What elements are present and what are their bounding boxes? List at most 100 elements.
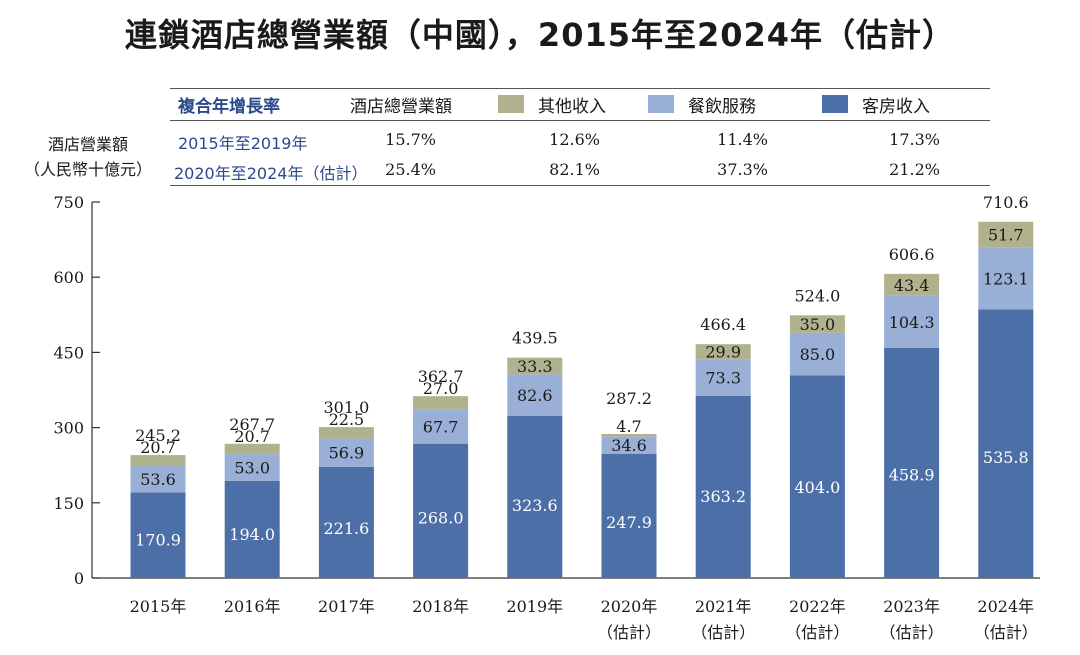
data-label-other: 4.7 xyxy=(616,417,641,436)
bar-segment-fnb xyxy=(507,374,563,416)
cagr-row-1-other: 12.6% xyxy=(549,130,600,149)
data-label-other: 35.0 xyxy=(800,315,836,334)
data-label-other: 33.3 xyxy=(517,357,553,376)
data-label-fnb: 67.7 xyxy=(423,418,459,437)
y-tick-label: 300 xyxy=(53,419,84,438)
bar-segment-rooms xyxy=(413,443,469,578)
x-tick-label: 2018年 xyxy=(412,597,469,616)
data-label-total: 439.5 xyxy=(512,329,558,348)
data-label-rooms: 268.0 xyxy=(418,509,464,528)
table-top-rule xyxy=(170,88,990,89)
chart-title: 連鎖酒店總營業額（中國），2015年至2024年（估計） xyxy=(124,16,956,54)
data-label-fnb: 104.3 xyxy=(889,313,935,332)
data-label-rooms: 535.8 xyxy=(983,448,1029,467)
bar-segment-other xyxy=(789,315,845,333)
bar-segment-fnb xyxy=(978,247,1034,310)
data-label-total: 362.7 xyxy=(418,367,464,386)
bar-segment-other xyxy=(601,434,657,437)
data-label-fnb: 53.6 xyxy=(140,470,176,489)
table-header-rule xyxy=(170,120,990,121)
data-label-fnb: 56.9 xyxy=(329,444,365,463)
x-tick-label: 2020年 xyxy=(601,597,658,616)
bar-segment-other xyxy=(507,357,563,375)
bar-segment-rooms xyxy=(318,466,374,578)
bar-segment-rooms xyxy=(789,375,845,578)
bar-segment-other xyxy=(413,396,469,410)
data-label-fnb: 82.6 xyxy=(517,386,553,405)
cagr-row-2-total: 25.4% xyxy=(385,160,436,179)
x-tick-label: 2015年 xyxy=(130,597,187,616)
x-tick-label: 2017年 xyxy=(318,597,375,616)
bar-segment-fnb xyxy=(695,359,751,396)
x-tick-label: 2019年 xyxy=(506,597,563,616)
x-tick-note: （估計） xyxy=(974,623,1038,642)
y-tick-label: 0 xyxy=(74,569,84,588)
x-tick-label: 2021年 xyxy=(695,597,752,616)
x-tick-label: 2024年 xyxy=(977,597,1034,616)
data-label-other: 43.4 xyxy=(894,276,930,295)
cagr-row-2-rooms: 21.2% xyxy=(889,160,940,179)
x-tick-label: 2022年 xyxy=(789,597,846,616)
cagr-table: 複合年增長率 酒店總營業額 其他收入 餐飲服務 客房收入 2015年至2019年… xyxy=(170,88,990,186)
data-label-rooms: 458.9 xyxy=(889,465,935,484)
data-label-total: 466.4 xyxy=(700,315,746,334)
cagr-row-2-period: 2020年至2024年（估計） xyxy=(174,164,368,183)
legend-rooms-swatch xyxy=(822,95,848,113)
bar-segment-rooms xyxy=(130,492,186,578)
x-tick-label: 2016年 xyxy=(224,597,281,616)
data-label-rooms: 247.9 xyxy=(606,513,652,532)
data-label-total: 287.2 xyxy=(606,389,652,408)
cagr-row-1-period: 2015年至2019年 xyxy=(178,134,308,153)
bar-segment-rooms xyxy=(224,480,280,578)
data-label-total: 710.6 xyxy=(983,193,1029,212)
cagr-row-1-fnb: 11.4% xyxy=(717,130,768,149)
data-label-rooms: 221.6 xyxy=(323,519,369,538)
cagr-header: 複合年增長率 xyxy=(178,97,280,117)
bar-segment-other xyxy=(695,344,751,360)
cagr-row-1-rooms: 17.3% xyxy=(889,130,940,149)
data-label-rooms: 323.6 xyxy=(512,496,558,515)
data-label-rooms: 363.2 xyxy=(700,487,746,506)
cagr-row-2-other: 82.1% xyxy=(549,160,600,179)
x-tick-note: （估計） xyxy=(880,623,944,642)
data-label-other: 51.7 xyxy=(988,226,1024,245)
data-label-fnb: 53.0 xyxy=(234,458,270,477)
data-label-other: 22.5 xyxy=(329,410,365,429)
data-label-other: 20.7 xyxy=(234,427,270,446)
x-tick-note: （估計） xyxy=(785,623,849,642)
col-total-label: 酒店總營業額 xyxy=(350,97,452,117)
bar-segment-other xyxy=(978,221,1034,248)
data-label-fnb: 73.3 xyxy=(705,369,741,388)
bar-segment-rooms xyxy=(695,395,751,578)
y-tick-label: 450 xyxy=(53,343,84,362)
bar-segment-fnb xyxy=(130,465,186,493)
y-axis-label: 酒店營業額 （人民幣十億元） xyxy=(8,132,168,182)
data-label-total: 606.6 xyxy=(889,245,935,264)
data-label-other: 27.0 xyxy=(423,379,459,398)
bar-segment-other xyxy=(224,443,280,455)
data-label-other: 29.9 xyxy=(705,343,741,362)
bar-segment-rooms xyxy=(507,415,563,578)
data-label-total: 267.7 xyxy=(229,415,275,434)
data-label-rooms: 404.0 xyxy=(794,478,840,497)
y-tick-label: 150 xyxy=(53,494,84,513)
bar-segment-fnb xyxy=(413,409,469,444)
data-label-fnb: 123.1 xyxy=(983,270,1029,289)
legend-rooms-label: 客房收入 xyxy=(862,97,930,117)
cagr-row-1-total: 15.7% xyxy=(385,130,436,149)
data-label-fnb: 85.0 xyxy=(800,345,836,364)
y-tick-label: 750 xyxy=(53,193,84,212)
x-tick-note: （估計） xyxy=(597,623,661,642)
bar-segment-fnb xyxy=(601,436,657,454)
data-label-total: 524.0 xyxy=(794,286,840,305)
table-bottom-rule xyxy=(170,185,990,186)
bar-segment-fnb xyxy=(224,454,280,481)
data-label-total: 245.2 xyxy=(135,426,181,445)
bar-segment-other xyxy=(884,273,940,296)
legend-fnb-label: 餐飲服務 xyxy=(688,97,756,117)
data-label-rooms: 194.0 xyxy=(229,525,275,544)
data-label-rooms: 170.9 xyxy=(135,530,181,549)
bar-segment-rooms xyxy=(601,453,657,578)
data-label-other: 20.7 xyxy=(140,438,176,457)
